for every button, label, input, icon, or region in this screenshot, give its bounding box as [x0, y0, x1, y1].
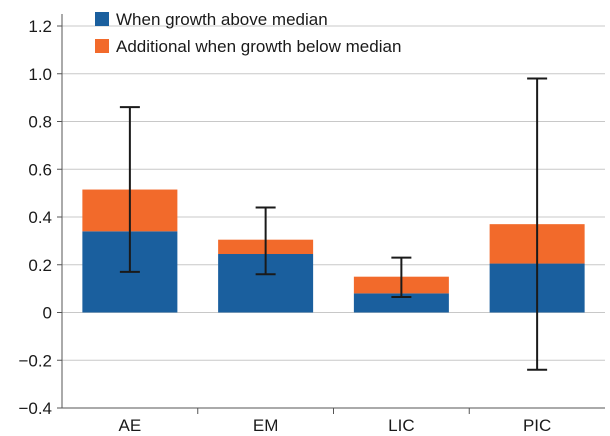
- y-tick-label: −0.2: [18, 351, 52, 370]
- y-tick-label: 0.8: [28, 113, 52, 132]
- legend-label: Additional when growth below median: [116, 37, 401, 56]
- x-category-label: PIC: [523, 416, 551, 435]
- y-tick-label: −0.4: [18, 399, 52, 418]
- x-category-label: AE: [119, 416, 142, 435]
- y-tick-label: 0.4: [28, 208, 52, 227]
- y-tick-label: 1.2: [28, 17, 52, 36]
- legend: When growth above median Additional when …: [95, 10, 401, 56]
- y-tick-label: 0.2: [28, 256, 52, 275]
- y-tick-label: 1.0: [28, 65, 52, 84]
- bars: [82, 189, 585, 313]
- axes: [57, 14, 605, 414]
- x-category-labels: AE EM LIC PIC: [119, 416, 552, 435]
- y-tick-label: 0: [43, 304, 52, 323]
- x-category-label: LIC: [388, 416, 414, 435]
- legend-swatch: [95, 12, 109, 26]
- legend-label: When growth above median: [116, 10, 328, 29]
- y-tick-label: 0.6: [28, 160, 52, 179]
- x-category-label: EM: [253, 416, 279, 435]
- y-tick-labels: 1.2 1.0 0.8 0.6 0.4 0.2 0 −0.2 −0.4: [18, 17, 52, 418]
- error-bars: [119, 77, 548, 371]
- bar-lic-series-1: [353, 293, 449, 313]
- legend-swatch: [95, 39, 109, 53]
